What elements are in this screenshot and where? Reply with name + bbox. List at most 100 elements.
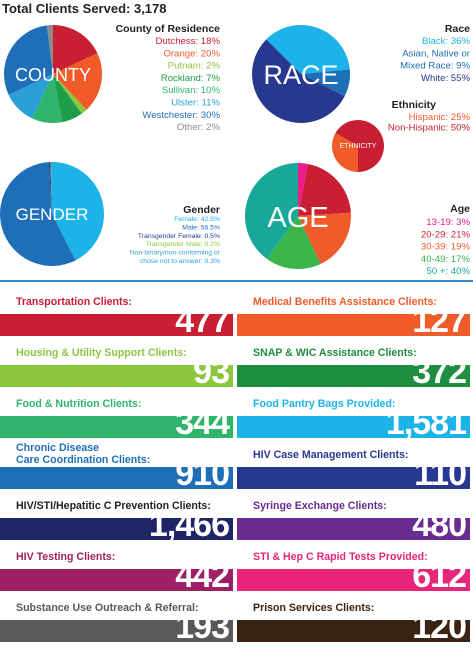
stat-label: Medical Benefits Assistance Clients: xyxy=(253,296,437,308)
legend-entry: Orange: 20% xyxy=(163,48,220,59)
stat-label-line: Chronic Disease xyxy=(16,442,100,454)
pie-slice-white xyxy=(252,39,345,123)
legend-entry: Rockland: 7% xyxy=(161,73,221,84)
stat-label-line: HIV Case Management Clients: xyxy=(253,449,409,461)
stat-bar xyxy=(0,416,233,438)
pie-slice-dutchess xyxy=(53,25,98,74)
legend-entry: 20-29: 21% xyxy=(421,229,471,240)
stat-bar xyxy=(0,620,233,642)
stat-label: HIV/STI/Hepatitic C Prevention Clients: xyxy=(16,500,211,512)
pie-title: Gender xyxy=(183,204,220,216)
legend-entry: Non-Hispanic: 50% xyxy=(388,123,471,134)
legend-entry: Transgender Female: 0.5% xyxy=(138,233,220,240)
pie-slice-ulster xyxy=(8,74,53,119)
legend-entry: chose not to answer: 0.3% xyxy=(140,258,220,265)
legend-entry: Ulster: 11% xyxy=(171,98,220,109)
stat-block: Transportation Clients: 477 xyxy=(0,288,233,339)
pie-label: COUNTY xyxy=(15,65,91,85)
stat-label-line: Food & Nutrition Clients: xyxy=(16,398,142,410)
pie-label: AGE xyxy=(267,202,328,234)
stat-label: Chronic Disease Care Coordination Clients… xyxy=(16,442,150,466)
legend-entry: Asian, Native or xyxy=(402,48,471,59)
stat-bar xyxy=(0,518,233,540)
stat-label-line: STI & Hep C Rapid Tests Provided: xyxy=(253,551,428,563)
pie-title: Race xyxy=(445,23,470,35)
pie-slice-transgender-male xyxy=(50,162,52,214)
legend-entry: Mixed Race: 9% xyxy=(400,61,470,72)
stat-value: 477 xyxy=(175,302,230,340)
total-clients-title: Total Clients Served: 3,178 xyxy=(2,1,167,16)
legend-entry: White: 55% xyxy=(421,73,471,84)
stat-block: Chronic Disease Care Coordination Clients… xyxy=(0,441,233,492)
stat-value: 1,581 xyxy=(385,404,467,442)
legend-entry: 30-39: 19% xyxy=(421,242,471,253)
stat-block: Syringe Exchange Clients: 480 xyxy=(237,492,470,543)
stat-bar xyxy=(237,314,470,336)
stat-label-line: Prison Services Clients: xyxy=(253,602,375,614)
stat-bar xyxy=(237,365,470,387)
stat-bar xyxy=(237,620,470,642)
stat-value: 1,466 xyxy=(148,506,230,544)
stat-block: HIV/STI/Hepatitic C Prevention Clients: 1… xyxy=(0,492,233,543)
pie-slice-male xyxy=(0,162,76,266)
pie-title: Age xyxy=(450,203,470,215)
stat-label-line: Transportation Clients: xyxy=(16,296,132,308)
pie-title: County of Residence xyxy=(116,23,221,35)
stat-block: Food & Nutrition Clients: 344 xyxy=(0,390,233,441)
pie-title: Ethnicity xyxy=(392,99,436,111)
pie-slice-black xyxy=(266,24,350,75)
stat-label-line: HIV/STI/Hepatitic C Prevention Clients: xyxy=(16,500,211,512)
legend-entry: Dutchess: 18% xyxy=(155,36,220,47)
stat-value: 480 xyxy=(412,506,467,544)
stat-block: Substance Use Outreach & Referral: 193 xyxy=(0,594,233,645)
stat-block: Prison Services Clients: 120 xyxy=(237,594,470,645)
stat-value: 612 xyxy=(412,557,467,595)
legend-entry: 40-49: 17% xyxy=(421,254,471,265)
stat-block: Medical Benefits Assistance Clients: 127 xyxy=(237,288,470,339)
stat-value: 344 xyxy=(175,404,230,442)
stat-label: Food Pantry Bags Provided: xyxy=(253,398,395,410)
stat-value: 910 xyxy=(175,455,230,493)
stat-block: STI & Hep C Rapid Tests Provided: 612 xyxy=(237,543,470,594)
stat-label: Housing & Utility Support Clients: xyxy=(16,347,187,359)
pie-label: RACE xyxy=(263,60,338,90)
pie-slice-sullivan xyxy=(32,74,63,123)
pie-slice-transgender-female xyxy=(48,162,52,214)
stat-value: 93 xyxy=(193,353,230,391)
stat-block: Food Pantry Bags Provided: 1,581 xyxy=(237,390,470,441)
stat-label: Syringe Exchange Clients: xyxy=(253,500,387,512)
legend-entry: Transgender Male: 0.2% xyxy=(146,241,220,248)
stat-label: STI & Hep C Rapid Tests Provided: xyxy=(253,551,428,563)
stat-label: Food & Nutrition Clients: xyxy=(16,398,141,410)
stat-label: Prison Services Clients: xyxy=(253,602,374,614)
stat-bar xyxy=(237,518,470,540)
section-divider xyxy=(0,280,473,282)
stat-bar xyxy=(237,569,470,591)
stat-label-line: HIV Testing Clients: xyxy=(16,551,116,563)
stat-bar xyxy=(0,365,233,387)
pie-slice-female xyxy=(52,162,104,261)
stat-bar xyxy=(237,467,470,489)
stat-value: 120 xyxy=(412,608,467,646)
pie-slice-30-39 xyxy=(298,212,352,264)
pie-slice-non-binary-non-conforming-or-chose-not-to-answer xyxy=(51,162,52,214)
legend-entry: Hispanic: 25% xyxy=(409,112,471,123)
legend-entry: Male: 56.5% xyxy=(182,224,220,231)
stat-bar xyxy=(0,467,233,489)
stat-value: 193 xyxy=(175,608,230,646)
pie-slice-50- xyxy=(244,163,298,259)
legend-entry: Female: 42.5% xyxy=(174,216,220,223)
pie-slice-rockland xyxy=(53,74,82,123)
pie-slice-20-29 xyxy=(298,163,351,216)
pie-slice-other xyxy=(46,25,53,74)
stat-block: SNAP & WIC Assistance Clients: 372 xyxy=(237,339,470,390)
pie-age: AGE Age 13-19: 3%20-29: 21% 30-39: 19%40-49… xyxy=(244,163,471,275)
stat-block: Housing & Utility Support Clients: 93 xyxy=(0,339,233,390)
stat-label-line: Housing & Utility Support Clients: xyxy=(16,347,187,359)
pie-slice-13-19 xyxy=(298,163,308,216)
